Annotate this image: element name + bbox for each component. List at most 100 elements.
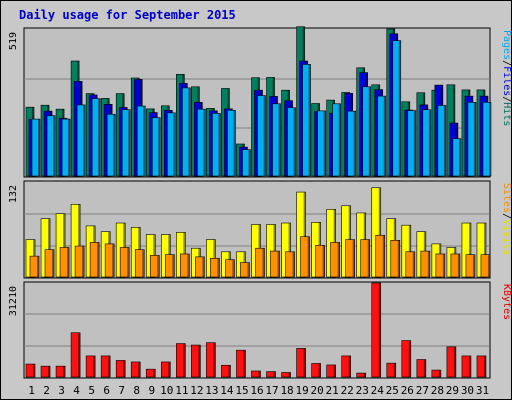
x-tick-day-3: 3: [58, 384, 65, 397]
bar-sites-day-15: [240, 262, 250, 278]
bar-sites-day-4: [74, 245, 85, 278]
bar-kbytes-day-21: [326, 364, 336, 378]
bar-kbytes-day-13: [206, 342, 216, 378]
x-tick-day-29: 29: [446, 384, 459, 397]
legend-entry: /: [501, 213, 511, 219]
bar-sites-day-9: [149, 255, 160, 278]
bar-pages-day-24: [377, 95, 387, 177]
x-tick-day-30: 30: [461, 384, 474, 397]
x-tick-day-9: 9: [148, 384, 155, 397]
x-tick-day-12: 12: [190, 384, 203, 397]
x-tick-day-17: 17: [265, 384, 278, 397]
bar-kbytes-day-8: [130, 361, 141, 378]
legend-entry: Files: [501, 66, 511, 96]
bar-kbytes-day-12: [191, 344, 201, 378]
x-tick-day-6: 6: [103, 384, 110, 397]
bar-kbytes-day-4: [70, 332, 81, 378]
x-tick-day-26: 26: [401, 384, 414, 397]
x-tick-day-31: 31: [476, 384, 489, 397]
bar-sites-day-25: [390, 239, 401, 278]
bar-sites-day-19: [300, 236, 310, 278]
bar-sites-day-24: [375, 234, 386, 278]
panel-1-legend: Pages/Files/Hits: [501, 30, 511, 126]
x-tick-day-20: 20: [311, 384, 324, 397]
bar-sites-day-10: [164, 254, 175, 278]
bar-sites-day-31: [480, 254, 491, 278]
bar-kbytes-day-18: [281, 372, 291, 378]
legend-entry: Sites: [501, 183, 511, 213]
chart-title: Daily usage for September 2015: [19, 8, 236, 22]
bar-sites-day-3: [59, 247, 70, 278]
bar-kbytes-day-27: [416, 359, 427, 378]
x-tick-day-24: 24: [371, 384, 385, 397]
bar-pages-day-4: [76, 104, 86, 177]
legend-entry: Hits: [501, 102, 511, 126]
legend-entry: Pages: [501, 30, 511, 60]
x-tick-day-10: 10: [160, 384, 173, 397]
bar-pages-day-25: [392, 40, 402, 177]
x-tick-day-14: 14: [220, 384, 234, 397]
bar-kbytes-day-26: [401, 340, 412, 378]
bar-kbytes-day-10: [160, 361, 171, 378]
legend-entry: /: [501, 96, 511, 102]
bar-sites-day-2: [44, 249, 55, 278]
bar-pages-day-26: [407, 110, 417, 177]
bar-sites-day-6: [104, 243, 115, 278]
bar-sites-day-17: [270, 250, 280, 278]
bar-pages-day-12: [197, 108, 206, 177]
bar-sites-day-26: [405, 251, 416, 278]
bar-kbytes-day-17: [266, 371, 276, 378]
bar-pages-day-31: [482, 102, 492, 177]
x-tick-day-1: 1: [28, 384, 35, 397]
bar-kbytes-day-5: [85, 355, 96, 378]
bar-sites-day-30: [465, 254, 476, 278]
bar-pages-day-8: [136, 105, 146, 177]
bar-kbytes-day-3: [55, 365, 66, 378]
x-tick-day-8: 8: [133, 384, 140, 397]
x-tick-day-2: 2: [43, 384, 50, 397]
bar-sites-day-20: [315, 245, 325, 278]
bar-sites-day-23: [360, 239, 371, 278]
legend-entry: /: [501, 60, 511, 66]
bar-pages-day-30: [467, 102, 477, 177]
bar-sites-day-18: [285, 251, 295, 278]
bar-sites-day-11: [180, 253, 190, 278]
x-tick-day-28: 28: [431, 384, 444, 397]
panel-2-max-label: 132: [8, 185, 19, 203]
x-tick-day-4: 4: [73, 384, 80, 397]
bar-kbytes-day-1: [25, 363, 36, 378]
bar-pages-day-7: [121, 109, 131, 177]
bar-sites-day-12: [195, 256, 205, 278]
bar-pages-day-21: [332, 103, 341, 177]
bar-pages-day-1: [31, 118, 41, 177]
panel-3-legend: KBytes: [501, 284, 511, 320]
x-tick-day-15: 15: [235, 384, 248, 397]
bar-kbytes-day-25: [386, 362, 397, 378]
bar-kbytes-day-11: [176, 343, 186, 378]
bar-sites-day-29: [450, 253, 461, 278]
bar-pages-day-10: [166, 112, 176, 177]
bar-sites-day-1: [29, 255, 40, 278]
panel-1-max-label: 519: [8, 32, 19, 50]
bar-kbytes-day-14: [221, 364, 231, 378]
bar-sites-day-8: [134, 249, 145, 278]
bar-kbytes-day-20: [311, 363, 321, 378]
bar-pages-day-13: [212, 113, 221, 177]
bar-sites-day-13: [210, 257, 220, 278]
bar-pages-day-28: [437, 105, 447, 177]
bar-sites-day-5: [89, 242, 100, 278]
bar-pages-day-15: [242, 149, 251, 177]
bar-pages-day-29: [452, 138, 462, 177]
bar-kbytes-day-15: [236, 349, 246, 378]
x-tick-day-27: 27: [416, 384, 429, 397]
bar-kbytes-day-31: [476, 355, 487, 378]
x-tick-day-22: 22: [341, 384, 354, 397]
bar-pages-day-6: [106, 113, 116, 177]
x-tick-day-18: 18: [280, 384, 293, 397]
bar-kbytes-day-28: [431, 369, 442, 378]
bar-kbytes-day-9: [145, 368, 156, 378]
x-tick-day-21: 21: [326, 384, 339, 397]
bar-pages-day-17: [272, 103, 281, 177]
bar-pages-day-9: [151, 117, 161, 177]
